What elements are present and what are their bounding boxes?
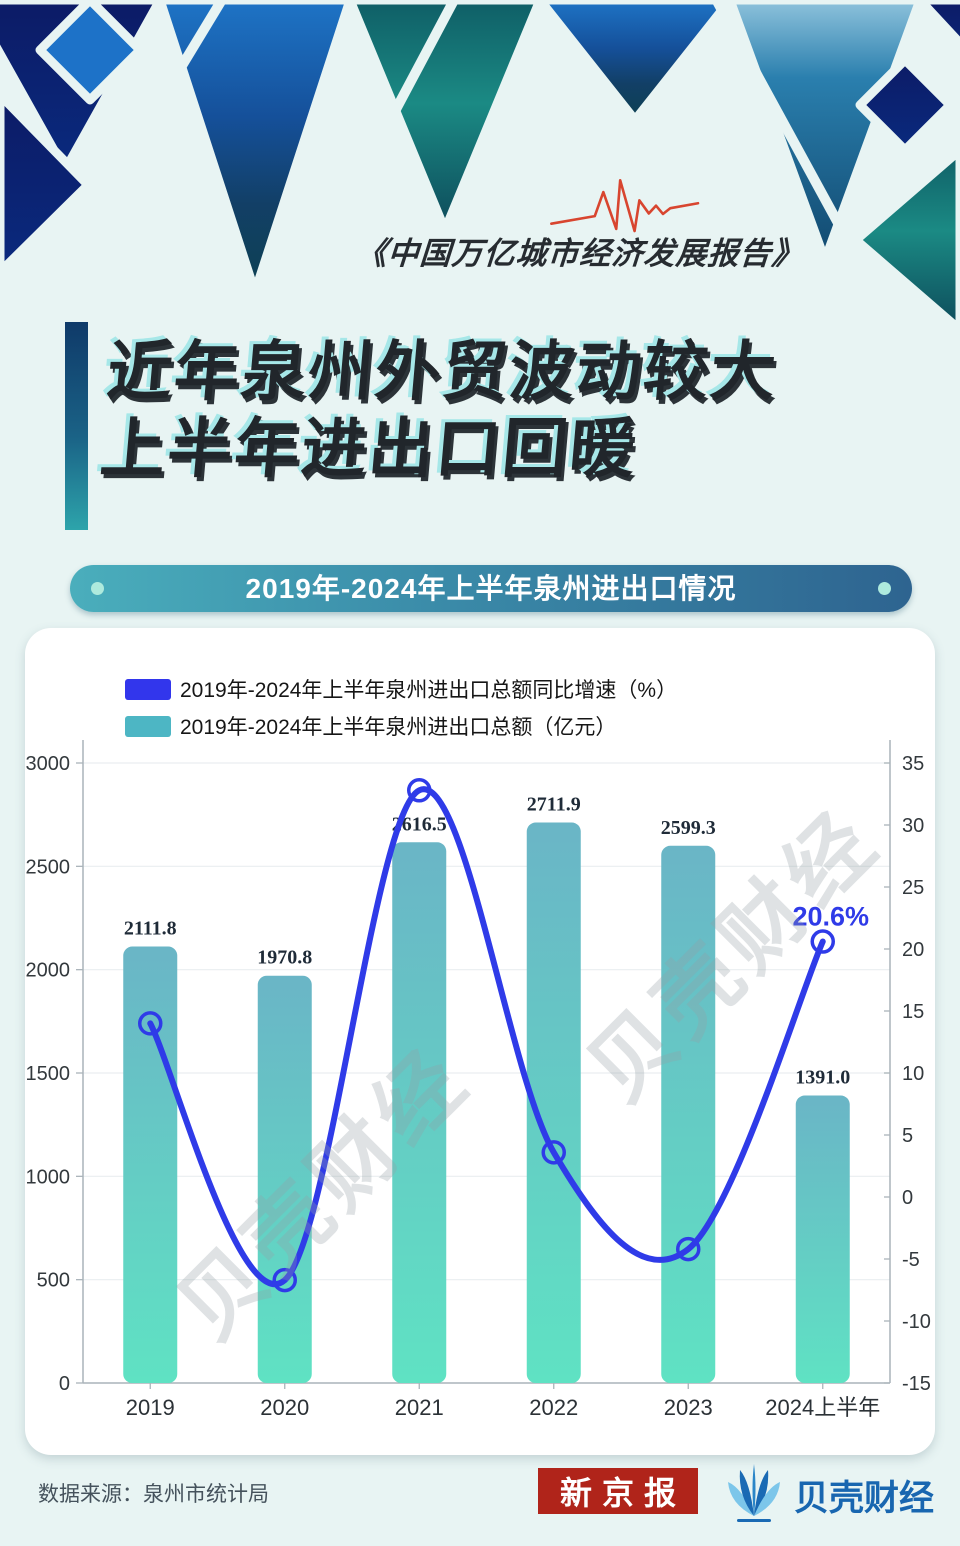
left-axis-tick-label: 500: [37, 1270, 70, 1292]
chart-plot: 0 500 1000 1500 2000 2500 3000 -15 -10 -5 0 5 10 15 20…: [26, 740, 931, 1420]
page-title-line2: 上半年进出口回暖: [97, 411, 640, 485]
legend-item-line: 2019年-2024年上半年泉州进出口总额同比增速（%）: [125, 674, 677, 704]
bar-2022: [526, 822, 581, 1383]
bar-value-label: 1391.0: [795, 1067, 850, 1089]
report-series-title: 《中国万亿城市经济发展报告》: [354, 236, 806, 271]
collage-diamond-blue: [35, 0, 145, 105]
right-axis-tick-label: 35: [902, 753, 924, 775]
legend-label-bar: 2019年-2024年上半年泉州进出口总额（亿元）: [180, 716, 617, 739]
right-axis-tick-label: -10: [902, 1311, 931, 1333]
xinjingbao-logo: 新京报: [538, 1468, 698, 1514]
pulse-icon: [550, 178, 700, 233]
left-axis-tick-label: 2500: [26, 856, 71, 878]
right-axis-tick-label: 30: [902, 815, 924, 837]
chart-banner: 2019年-2024年上半年泉州进出口情况: [70, 565, 912, 612]
x-axis-label: 2023: [664, 1395, 713, 1420]
left-axis-tick-label: 1500: [26, 1063, 71, 1085]
chart-legend: 2019年-2024年上半年泉州进出口总额同比增速（%） 2019年-2024年…: [125, 674, 677, 741]
legend-item-bar: 2019年-2024年上半年泉州进出口总额（亿元）: [125, 711, 677, 741]
bar-value-label: 2616.5: [392, 813, 447, 835]
collage-triangle-navy: [915, 0, 960, 50]
bar-value-label: 2711.9: [527, 794, 581, 816]
title-accent-bar: [65, 322, 88, 530]
xinjingbao-logo-text: 新京报: [559, 1475, 686, 1511]
collage-diamond-navy: [855, 55, 955, 155]
beike-finance-logo-text: 贝壳财经: [794, 1479, 935, 1518]
left-axis-tick-label: 1000: [26, 1166, 71, 1188]
left-axis-tick-label: 3000: [26, 753, 71, 775]
x-axis-label: 2022: [529, 1395, 578, 1420]
right-axis-tick-label: 15: [902, 1001, 924, 1023]
collage-triangle-navy: [0, 90, 93, 277]
collage-triangle-photo: [535, 0, 735, 125]
growth-annotation: 20.6%: [792, 902, 869, 932]
x-axis-label: 2024上半年: [765, 1395, 880, 1420]
collage-triangle-photo: [725, 0, 925, 265]
line-marker-2020: [272, 1267, 297, 1293]
legend-swatch-bar: [125, 715, 171, 737]
legend-label-line: 2019年-2024年上半年泉州进出口总额同比增速（%）: [180, 679, 678, 702]
x-axis-label: 2020: [260, 1395, 309, 1420]
bar-2023: [661, 845, 716, 1383]
header-collage: [0, 0, 960, 335]
collage-triangle-photo: [155, 0, 355, 297]
line-marker-2023: [676, 1236, 701, 1262]
right-axis-tick-label: 0: [902, 1187, 913, 1209]
right-axis-tick-label: 5: [902, 1125, 913, 1147]
line-marker-2022: [541, 1140, 566, 1165]
chart-banner-title: 2019年-2024年上半年泉州进出口情况: [245, 573, 737, 604]
right-axis-tick-label: -5: [902, 1249, 920, 1271]
collage-triangle-photo: [851, 145, 960, 335]
left-axis-tick-label: 2000: [26, 960, 71, 982]
bar-value-label: 1970.8: [257, 947, 312, 969]
right-axis-tick-label: 10: [902, 1063, 924, 1085]
right-axis-tick-label: 25: [902, 877, 924, 899]
left-axis-tick-label: 0: [59, 1373, 70, 1395]
page-title: 近年泉州外贸波动较大 上半年进出口回暖: [97, 334, 910, 487]
logo-tagline-bar: [737, 1519, 771, 1522]
bar-2024上半年: [795, 1095, 850, 1383]
bar-value-label: 2111.8: [124, 918, 177, 940]
banner-dot-right: [878, 582, 891, 595]
chart-card: 0 500 1000 1500 2000 2500 3000 -15 -10 -5 0 5 10 15 20…: [25, 628, 935, 1455]
growth-line: [147, 786, 826, 1287]
x-axis-label: 2021: [395, 1395, 444, 1420]
shell-logo-icon: [728, 1464, 780, 1522]
bar-2021: [392, 842, 447, 1383]
bar-value-label: 2599.3: [661, 817, 716, 839]
line-marker-2019: [138, 1011, 163, 1036]
right-axis-tick-label: -15: [902, 1373, 931, 1395]
line-marker-2021: [407, 778, 432, 803]
data-source: 数据来源：泉州市统计局: [38, 1483, 269, 1506]
line-marker-2024上半年: [810, 929, 835, 954]
right-axis-tick-label: 20: [902, 939, 924, 961]
legend-swatch-line: [125, 678, 171, 700]
bar-2020: [257, 975, 312, 1383]
banner-dot-left: [91, 582, 104, 595]
collage-triangle-photo: [345, 0, 545, 235]
x-axis-label: 2019: [126, 1395, 175, 1420]
page-title-line1: 近年泉州外贸波动较大: [104, 335, 781, 408]
